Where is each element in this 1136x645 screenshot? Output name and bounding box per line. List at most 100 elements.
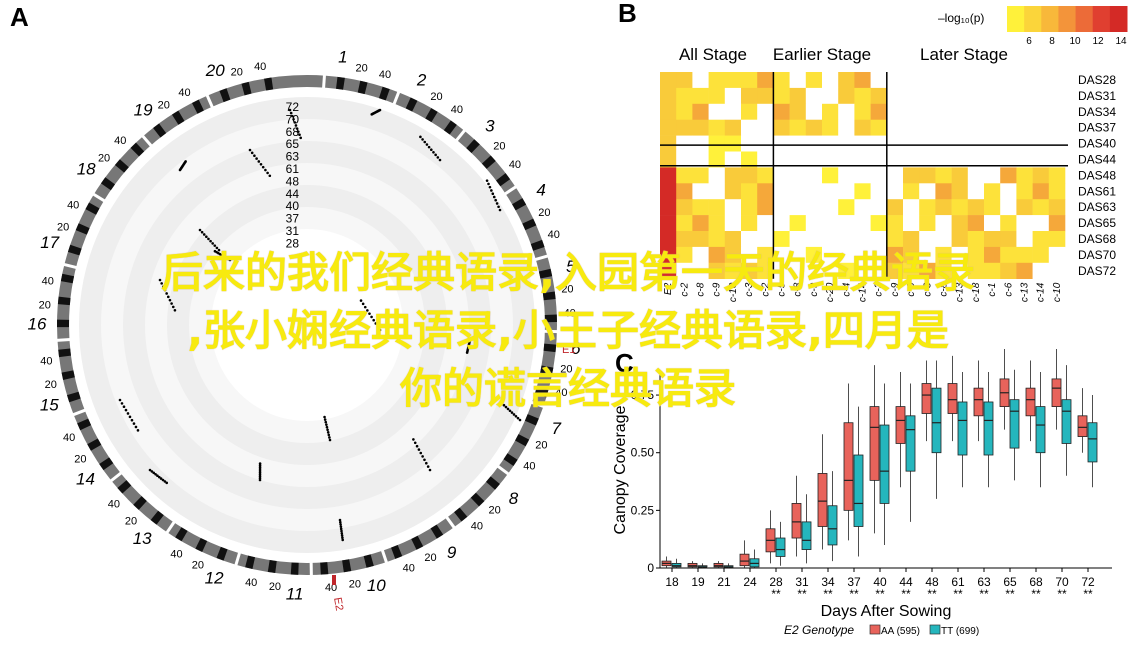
heatmap-cell [724, 246, 742, 264]
heatmap-col-label: c-10 [728, 282, 739, 302]
stage-label: Earlier Stage [773, 45, 871, 64]
chromosome-band [57, 296, 71, 306]
chromosome-band [114, 159, 129, 173]
heatmap-cell [854, 87, 871, 105]
heatmap-cell [773, 119, 790, 136]
heatmap-cell [967, 215, 985, 232]
boxplot-legend: E2 Genotype AA (595) TT (699) [784, 623, 979, 637]
association-dot [326, 431, 330, 434]
association-dot [250, 151, 254, 155]
chromosome-gap [56, 337, 71, 342]
association-dot [261, 165, 265, 169]
chromosome-label: 17 [40, 233, 59, 252]
heatmap-cell [692, 183, 709, 200]
association-dot [502, 403, 506, 407]
chromosome-tick-label: 40 [403, 563, 415, 575]
heatmap-cell [660, 87, 677, 105]
association-dot [258, 473, 262, 476]
association-dot [339, 525, 343, 528]
heatmap-cell [854, 183, 871, 200]
heatmap-cell [724, 151, 742, 168]
chromosome-band [357, 80, 368, 95]
legend-tick: 12 [1092, 36, 1104, 47]
chromosome-label: 20 [205, 61, 225, 80]
heatmap-col-label: c-9 [712, 282, 723, 296]
heatmap-cell [1016, 151, 1033, 168]
chromosome-band [87, 438, 102, 451]
heatmap-cell [741, 135, 758, 152]
box-iqr [983, 401, 994, 456]
association-dot [363, 305, 367, 309]
panel-b-letter: B [618, 0, 637, 28]
heatmap-cell [967, 167, 985, 184]
heatmap-cell [903, 199, 920, 216]
heatmap-cell [708, 215, 726, 232]
box-iqr [775, 537, 786, 557]
chromosome-tick-label: 20 [74, 453, 86, 465]
association-dot [168, 298, 172, 302]
association-dot [257, 160, 261, 163]
heatmap-cell [692, 151, 709, 168]
legend-label-aa: AA (595) [881, 626, 920, 637]
box-iqr [879, 424, 890, 504]
track-label: 44 [286, 187, 300, 201]
association-dot [166, 295, 170, 299]
heatmap-cell [967, 103, 985, 120]
heatmap-cell [984, 262, 1001, 279]
heatmap-cell [919, 119, 936, 136]
heatmap-cell [805, 87, 823, 105]
box-iqr [1009, 399, 1020, 449]
stage-label: Later Stage [920, 45, 1008, 64]
heatmap-col-label: c-18 [971, 282, 982, 302]
heatmap-cell [757, 215, 774, 232]
chromosome-band [481, 155, 496, 169]
chromosome-band [512, 198, 527, 211]
heatmap-cell [822, 183, 839, 200]
chromosome-gap [530, 400, 545, 409]
heatmap-cell [870, 231, 888, 248]
chromosome-label: 4 [536, 181, 545, 200]
heatmap-cell [692, 262, 709, 279]
chromosome-band [264, 77, 274, 91]
association-dot [202, 233, 206, 236]
heatmap-cell [886, 246, 904, 264]
heatmap-cell [1016, 72, 1033, 89]
chromosome-tick-label: 40 [108, 499, 120, 511]
heatmap-cell [838, 103, 855, 120]
association-dot [258, 478, 262, 482]
box-iqr [931, 387, 942, 454]
marker-e1: E1 [562, 344, 575, 356]
box-iqr [947, 383, 958, 414]
x-tick-label: 48 [925, 575, 939, 589]
heatmap-col-label: c-20 [825, 282, 836, 302]
heatmap-cell [757, 119, 774, 136]
heatmap-col-labels: E2 c-2 c-8 c-9 c-10 c-3 c-2 c-5 c-8 c-9 c-20 c-4 c-1… [663, 282, 1063, 302]
heatmap-cell [676, 246, 693, 264]
association-dot [508, 409, 512, 413]
heatmap-cell [951, 167, 969, 184]
heatmap-cell [1000, 246, 1017, 264]
heatmap-cell [935, 167, 952, 184]
chromosome-band [67, 391, 81, 403]
heatmap-cell [967, 151, 985, 168]
heatmap-cell [935, 135, 952, 152]
heatmap-cell [838, 119, 855, 136]
association-dot [465, 351, 469, 354]
chromosome-tick-label: 40 [548, 229, 560, 241]
association-dot [341, 536, 344, 539]
chromosome-label: 5 [566, 257, 576, 276]
heatmap-cell [660, 103, 677, 120]
chromosome-band [515, 434, 530, 447]
association-dot [339, 527, 343, 531]
chromosome-gap [109, 471, 123, 483]
chromosome-tick-label: 20 [349, 579, 361, 591]
heatmap-cell [741, 167, 758, 184]
track-label: 63 [286, 150, 300, 164]
association-dot [288, 108, 292, 112]
box-iqr [1087, 422, 1098, 463]
heatmap-cell [692, 215, 709, 232]
heatmap-cell [886, 135, 904, 152]
association-dot [255, 157, 258, 160]
heatmap-cell [773, 167, 790, 184]
